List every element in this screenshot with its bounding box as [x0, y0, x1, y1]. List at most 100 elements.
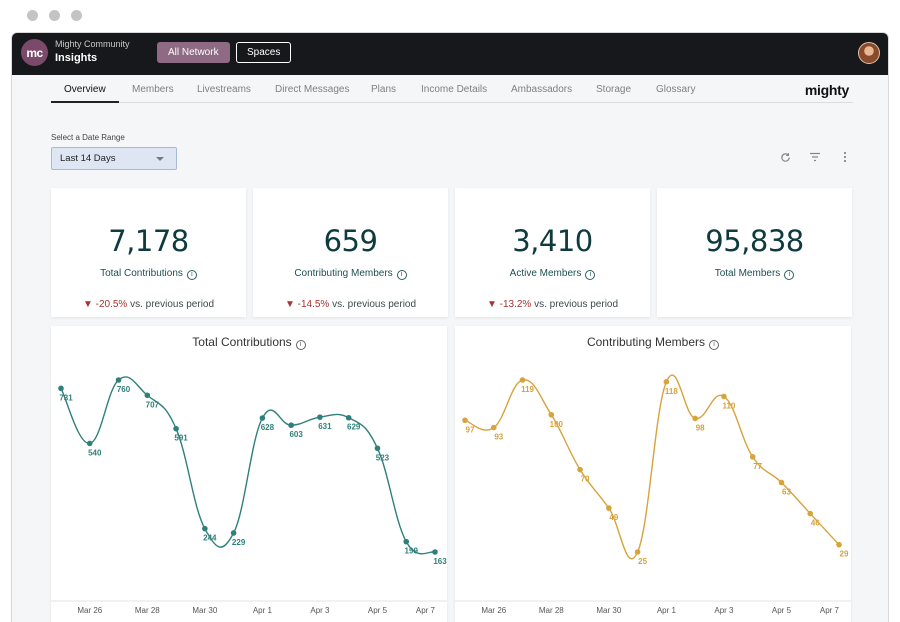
x-tick-label: Mar 28	[135, 606, 160, 615]
data-point[interactable]	[663, 379, 670, 385]
info-icon[interactable]: i	[709, 340, 720, 350]
x-tick-label: Mar 30	[192, 606, 217, 615]
tab-storage[interactable]: Storage	[596, 84, 632, 95]
close-dot-icon[interactable]	[27, 10, 38, 21]
data-label: 97	[466, 425, 475, 434]
data-point[interactable]	[115, 377, 122, 383]
data-label: 707	[146, 400, 160, 409]
data-point[interactable]	[807, 510, 814, 517]
data-label: 25	[638, 557, 647, 566]
x-tick-label: Apr 7	[820, 606, 840, 615]
stat-value: 95,838	[705, 224, 804, 258]
active-tab-indicator	[51, 101, 119, 103]
stat-change: ▼ -14.5% vs. previous period	[253, 299, 448, 310]
data-point[interactable]	[173, 425, 179, 432]
data-point[interactable]	[836, 541, 842, 548]
stat-card-total-members: 95,838 Total Members i	[657, 188, 852, 317]
stat-label-text: Contributing Members	[294, 268, 393, 279]
stat-card-total-contributions: 7,178 Total Contributions i ▼ -20.5% vs. …	[51, 188, 246, 317]
data-point[interactable]	[749, 454, 756, 460]
data-label: 628	[261, 423, 275, 432]
tab-bar: Overview Members Livestreams Direct Mess…	[51, 75, 853, 103]
stat-change-value: -20.5%	[95, 299, 128, 310]
info-icon[interactable]: i	[186, 270, 197, 280]
mighty-wordmark: mighty	[804, 82, 849, 98]
stat-label-text: Active Members	[509, 268, 582, 279]
stat-change-suffix: vs. previous period	[332, 299, 417, 310]
x-tick-label: Apr 3	[310, 606, 330, 615]
all-network-button[interactable]: All Network	[157, 42, 230, 63]
x-tick-label: Apr 7	[416, 606, 436, 615]
data-point[interactable]	[432, 549, 438, 555]
date-range-select[interactable]: Last 14 Days	[51, 147, 177, 170]
refresh-icon[interactable]	[778, 150, 792, 164]
x-tick-label: Mar 26	[481, 606, 506, 615]
minimize-dot-icon[interactable]	[49, 10, 60, 21]
stat-value: 3,410	[512, 224, 593, 258]
x-tick-label: Apr 1	[253, 606, 273, 615]
data-point[interactable]	[548, 411, 555, 418]
chart-card-contributing-members: Contributing Members i 97 93 119 100 70 49 25 11…	[455, 326, 851, 622]
info-icon[interactable]: i	[396, 270, 407, 280]
data-point[interactable]	[202, 525, 208, 532]
chart-title-text: Total Contributions	[192, 335, 292, 349]
chart-title: Total Contributions i	[51, 335, 447, 350]
data-point[interactable]	[259, 415, 266, 421]
tab-livestreams[interactable]: Livestreams	[197, 84, 251, 95]
chart-title-text: Contributing Members	[586, 335, 706, 349]
stat-change-suffix: vs. previous period	[534, 299, 619, 310]
data-point[interactable]	[317, 414, 323, 420]
filter-icon[interactable]	[808, 150, 822, 164]
data-point[interactable]	[374, 445, 381, 452]
tab-overview[interactable]: Overview	[64, 84, 106, 95]
tab-members[interactable]: Members	[132, 84, 174, 95]
data-label: 77	[753, 462, 762, 471]
data-point[interactable]	[778, 479, 785, 486]
tab-ambassadors[interactable]: Ambassadors	[511, 84, 573, 95]
data-point[interactable]	[288, 422, 294, 429]
data-label: 731	[59, 393, 73, 402]
data-point[interactable]	[519, 377, 526, 383]
data-label: 118	[665, 387, 678, 396]
info-icon[interactable]: i	[585, 270, 596, 280]
data-label: 603	[289, 430, 303, 439]
spaces-button[interactable]: Spaces	[236, 42, 292, 63]
data-point[interactable]	[345, 414, 352, 421]
x-tick-label: Mar 28	[539, 606, 564, 615]
stat-label-text: Total Members	[714, 268, 781, 279]
data-point[interactable]	[144, 392, 151, 399]
data-point[interactable]	[606, 505, 612, 511]
more-vertical-icon[interactable]	[838, 150, 852, 164]
data-point[interactable]	[86, 440, 93, 447]
total-contributions-chart: 731 540 760 707 591 244 229 628 603 631 629 523 199 1…	[51, 376, 447, 615]
info-icon[interactable]: i	[295, 340, 306, 350]
tab-income-details[interactable]: Income Details	[421, 84, 488, 95]
tab-plans[interactable]: Plans	[371, 84, 397, 95]
data-label: 199	[405, 547, 419, 556]
tab-glossary[interactable]: Glossary	[656, 84, 696, 95]
data-label: 98	[696, 423, 705, 432]
data-label: 29	[840, 550, 849, 559]
data-label: 591	[174, 434, 188, 443]
stat-change-value: -13.2%	[499, 299, 532, 310]
series-line	[60, 376, 436, 555]
chevron-down-icon	[156, 157, 164, 161]
data-point[interactable]	[634, 549, 641, 555]
data-label: 70	[581, 475, 590, 484]
avatar[interactable]	[858, 42, 880, 64]
tab-direct-messages[interactable]: Direct Messages	[275, 84, 350, 95]
x-tick-label: Apr 3	[714, 606, 734, 615]
data-point[interactable]	[403, 538, 410, 545]
data-point[interactable]	[490, 424, 497, 431]
data-point[interactable]	[692, 415, 698, 422]
data-label: 540	[88, 448, 102, 457]
data-point[interactable]	[462, 417, 468, 424]
community-logo[interactable]: mc	[21, 39, 48, 66]
info-icon[interactable]: i	[784, 270, 795, 280]
data-point[interactable]	[230, 530, 237, 536]
data-point[interactable]	[58, 385, 64, 392]
stat-change-value: -14.5%	[297, 299, 330, 310]
data-point[interactable]	[577, 466, 583, 473]
data-point[interactable]	[721, 393, 727, 400]
maximize-dot-icon[interactable]	[71, 10, 82, 21]
